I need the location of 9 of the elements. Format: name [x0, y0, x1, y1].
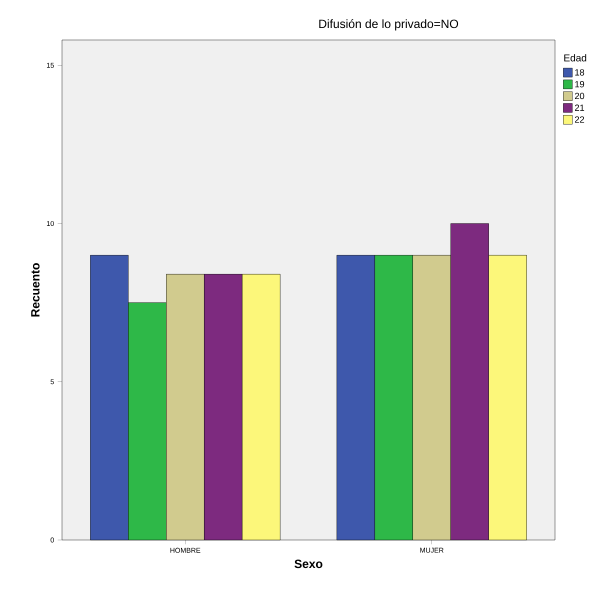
legend-label: 21: [574, 104, 584, 111]
legend-label: 19: [575, 80, 584, 88]
legend-title: Edad: [564, 54, 586, 62]
legend-label: 20: [574, 92, 584, 100]
x-axis-title: Sexo: [294, 560, 322, 568]
legend-label: 22: [574, 116, 584, 123]
y-axis-title: Recuento: [31, 263, 40, 317]
legend-label: 18: [575, 69, 584, 76]
chart-title: Difusión de lo privado=NO: [319, 19, 458, 30]
